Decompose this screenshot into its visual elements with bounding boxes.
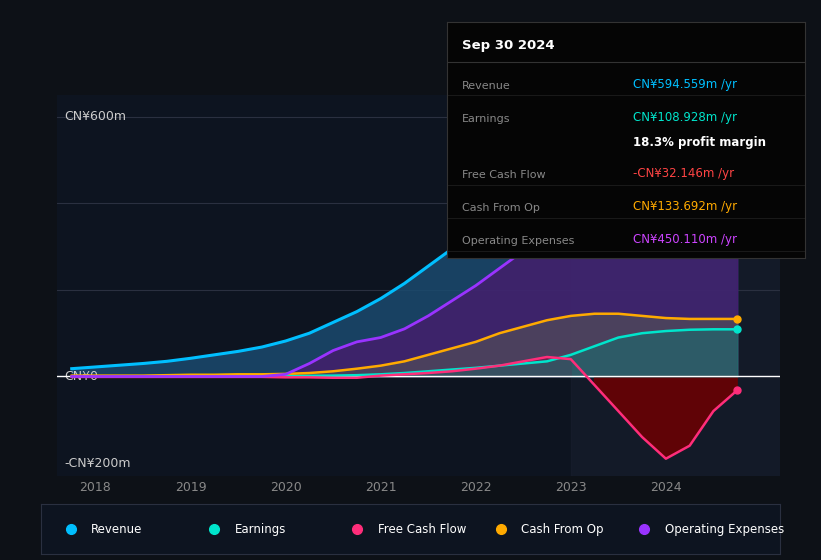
Text: CN¥133.692m /yr: CN¥133.692m /yr (633, 200, 737, 213)
Text: Earnings: Earnings (235, 522, 286, 536)
Text: Free Cash Flow: Free Cash Flow (378, 522, 466, 536)
Bar (571, 95, 821, 476)
Text: Operating Expenses: Operating Expenses (665, 522, 784, 536)
Text: Operating Expenses: Operating Expenses (461, 236, 574, 246)
Text: CN¥108.928m /yr: CN¥108.928m /yr (633, 110, 737, 124)
Text: Revenue: Revenue (461, 81, 511, 91)
Text: Free Cash Flow: Free Cash Flow (461, 170, 545, 180)
Text: CN¥594.559m /yr: CN¥594.559m /yr (633, 78, 737, 91)
Text: CN¥0: CN¥0 (65, 370, 99, 383)
Text: -CN¥200m: -CN¥200m (65, 456, 131, 469)
Text: Earnings: Earnings (461, 114, 510, 124)
Text: CN¥600m: CN¥600m (65, 110, 126, 123)
Text: Revenue: Revenue (91, 522, 143, 536)
Text: -CN¥32.146m /yr: -CN¥32.146m /yr (633, 167, 734, 180)
Text: Sep 30 2024: Sep 30 2024 (461, 39, 554, 52)
Text: Cash From Op: Cash From Op (521, 522, 603, 536)
Text: Cash From Op: Cash From Op (461, 203, 539, 213)
Text: CN¥450.110m /yr: CN¥450.110m /yr (633, 233, 737, 246)
Text: 18.3% profit margin: 18.3% profit margin (633, 137, 766, 150)
